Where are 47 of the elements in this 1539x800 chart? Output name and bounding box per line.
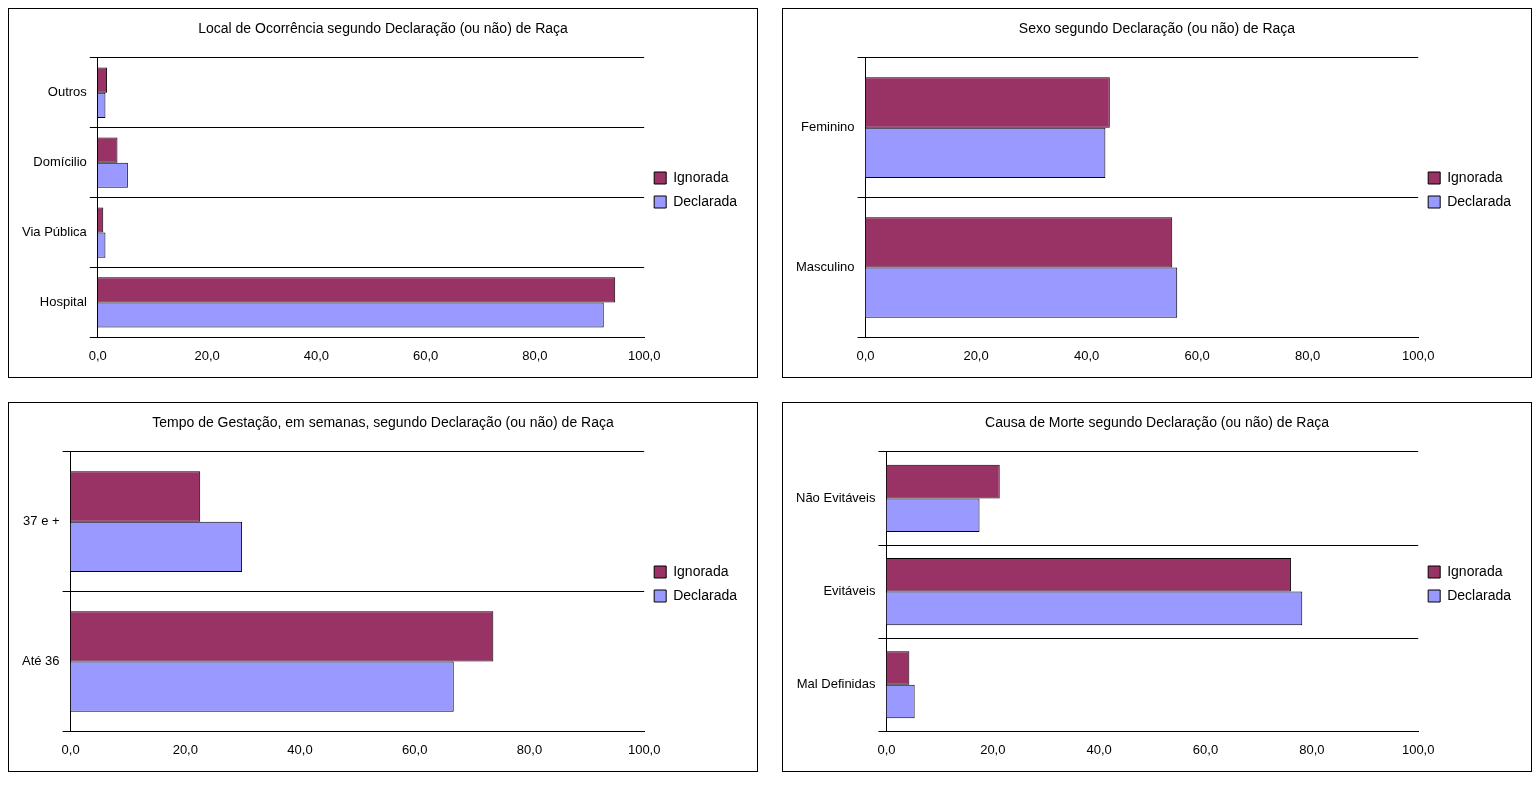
legend-label: Ignorada bbox=[673, 562, 729, 579]
legend-label: Declarada bbox=[673, 192, 738, 209]
x-tick-label: 80,0 bbox=[1295, 347, 1321, 363]
x-tick-label: 80,0 bbox=[522, 347, 548, 363]
y-tick-label: Evitáveis bbox=[823, 583, 876, 599]
y-tick-label: Domícilio bbox=[33, 154, 87, 170]
legend-label: Ignorada bbox=[1447, 168, 1503, 185]
x-tick-label: 100,0 bbox=[627, 741, 661, 757]
x-tick-label: 100,0 bbox=[627, 347, 661, 363]
y-tick-label: Masculino bbox=[795, 259, 855, 275]
y-tick-label: 37 e + bbox=[23, 513, 60, 529]
x-tick-label: 80,0 bbox=[1299, 741, 1325, 757]
x-tick-label: 80,0 bbox=[516, 741, 543, 757]
x-tick-label: 40,0 bbox=[1086, 741, 1112, 757]
x-tick-label: 40,0 bbox=[303, 347, 330, 363]
legend-label: Declarada bbox=[673, 586, 738, 603]
chart-title: Local de Ocorrência segundo Declaração (ou não) de Raça bbox=[198, 20, 569, 37]
y-tick-label: Hospital bbox=[39, 294, 87, 310]
x-tick-label: 20,0 bbox=[172, 741, 198, 757]
x-tick-label: 20,0 bbox=[980, 741, 1006, 757]
y-tick-label: Outros bbox=[47, 84, 88, 100]
y-tick-label: Não Evitáveis bbox=[795, 489, 876, 505]
x-tick-label: 100,0 bbox=[1401, 741, 1435, 757]
chart-title: Tempo de Gestação, em semanas, segundo Declaração (ou não) de Raça bbox=[152, 414, 614, 431]
legend-label: Ignorada bbox=[673, 168, 729, 185]
x-tick-label: 100,0 bbox=[1401, 347, 1435, 363]
x-tick-label: 40,0 bbox=[1073, 347, 1100, 363]
y-tick-label: Mal Definidas bbox=[796, 676, 876, 692]
y-tick-label: Feminino bbox=[801, 119, 855, 135]
x-tick-label: 20,0 bbox=[963, 347, 989, 363]
y-tick-label: Via Pública bbox=[21, 224, 88, 240]
x-tick-label: 0,0 bbox=[877, 741, 896, 757]
x-tick-label: 60,0 bbox=[402, 741, 428, 757]
x-tick-label: 60,0 bbox=[1184, 347, 1210, 363]
legend-label: Declarada bbox=[1447, 586, 1512, 603]
chart-title: Sexo segundo Declaração (ou não) de Raça bbox=[1018, 20, 1296, 37]
x-tick-label: 60,0 bbox=[412, 347, 439, 363]
x-tick-label: 0,0 bbox=[61, 741, 80, 757]
legend-label: Ignorada bbox=[1447, 562, 1503, 579]
x-tick-label: 0,0 bbox=[856, 347, 875, 363]
legend-label: Declarada bbox=[1447, 192, 1512, 209]
x-tick-label: 40,0 bbox=[287, 741, 313, 757]
x-tick-label: 20,0 bbox=[194, 347, 220, 363]
x-tick-label: 0,0 bbox=[88, 347, 107, 363]
x-tick-label: 60,0 bbox=[1192, 741, 1219, 757]
chart-title: Causa de Morte segundo Declaração (ou não) de Raça bbox=[985, 414, 1330, 431]
y-tick-label: Até 36 bbox=[21, 653, 60, 669]
